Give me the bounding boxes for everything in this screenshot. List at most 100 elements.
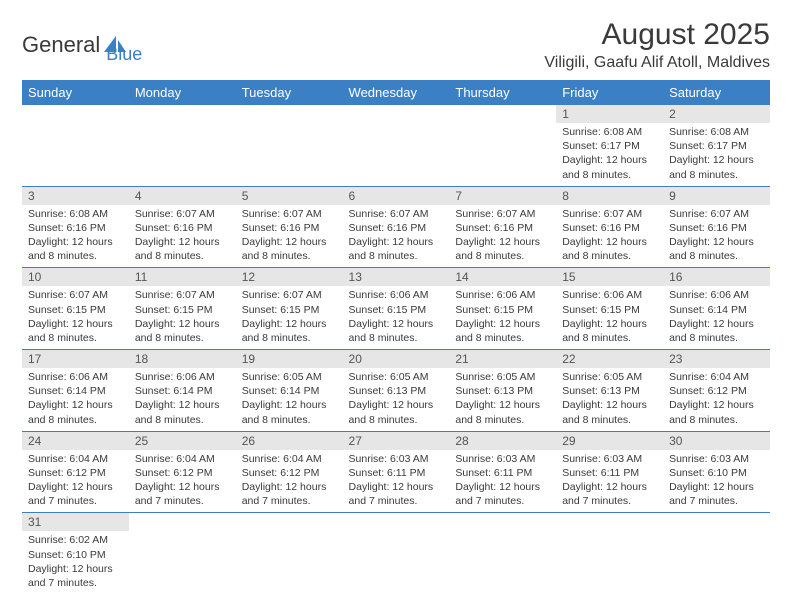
- title-block: August 2025 Viligili, Gaafu Alif Atoll, …: [544, 18, 770, 72]
- calendar-cell: 27Sunrise: 6:03 AMSunset: 6:11 PMDayligh…: [343, 431, 450, 513]
- day-number: 4: [129, 187, 236, 205]
- day-number: 21: [449, 350, 556, 368]
- calendar-cell: [556, 513, 663, 594]
- day-content: Sunrise: 6:05 AMSunset: 6:13 PMDaylight:…: [343, 368, 450, 431]
- day-number: 16: [663, 268, 770, 286]
- day-content: Sunrise: 6:08 AMSunset: 6:16 PMDaylight:…: [22, 205, 129, 268]
- day-content: Sunrise: 6:08 AMSunset: 6:17 PMDaylight:…: [663, 123, 770, 186]
- day-content: Sunrise: 6:07 AMSunset: 6:16 PMDaylight:…: [236, 205, 343, 268]
- day-number: 3: [22, 187, 129, 205]
- day-content: Sunrise: 6:07 AMSunset: 6:16 PMDaylight:…: [556, 205, 663, 268]
- calendar-cell: 8Sunrise: 6:07 AMSunset: 6:16 PMDaylight…: [556, 186, 663, 268]
- logo-text-blue: Blue: [106, 44, 142, 65]
- calendar-cell: [343, 513, 450, 594]
- calendar-cell: [663, 513, 770, 594]
- day-content: Sunrise: 6:06 AMSunset: 6:14 PMDaylight:…: [22, 368, 129, 431]
- day-number: 22: [556, 350, 663, 368]
- calendar-row: 31Sunrise: 6:02 AMSunset: 6:10 PMDayligh…: [22, 513, 770, 594]
- weekday-header: Friday: [556, 80, 663, 105]
- day-number: 28: [449, 432, 556, 450]
- day-content: Sunrise: 6:05 AMSunset: 6:13 PMDaylight:…: [556, 368, 663, 431]
- day-content: Sunrise: 6:03 AMSunset: 6:11 PMDaylight:…: [343, 450, 450, 513]
- day-content: Sunrise: 6:06 AMSunset: 6:14 PMDaylight:…: [129, 368, 236, 431]
- calendar-cell: 29Sunrise: 6:03 AMSunset: 6:11 PMDayligh…: [556, 431, 663, 513]
- day-content: Sunrise: 6:04 AMSunset: 6:12 PMDaylight:…: [663, 368, 770, 431]
- calendar-cell: [22, 105, 129, 186]
- calendar-cell: 16Sunrise: 6:06 AMSunset: 6:14 PMDayligh…: [663, 268, 770, 350]
- day-number: 7: [449, 187, 556, 205]
- calendar-cell: [236, 105, 343, 186]
- calendar-cell: 20Sunrise: 6:05 AMSunset: 6:13 PMDayligh…: [343, 350, 450, 432]
- day-number: 5: [236, 187, 343, 205]
- calendar-cell: 11Sunrise: 6:07 AMSunset: 6:15 PMDayligh…: [129, 268, 236, 350]
- weekday-header: Wednesday: [343, 80, 450, 105]
- calendar-cell: 13Sunrise: 6:06 AMSunset: 6:15 PMDayligh…: [343, 268, 450, 350]
- calendar-row: 1Sunrise: 6:08 AMSunset: 6:17 PMDaylight…: [22, 105, 770, 186]
- day-number: 14: [449, 268, 556, 286]
- day-content: Sunrise: 6:05 AMSunset: 6:13 PMDaylight:…: [449, 368, 556, 431]
- weekday-header-row: SundayMondayTuesdayWednesdayThursdayFrid…: [22, 80, 770, 105]
- day-content: Sunrise: 6:04 AMSunset: 6:12 PMDaylight:…: [236, 450, 343, 513]
- weekday-header: Tuesday: [236, 80, 343, 105]
- calendar-cell: [129, 513, 236, 594]
- calendar-cell: 14Sunrise: 6:06 AMSunset: 6:15 PMDayligh…: [449, 268, 556, 350]
- weekday-header: Thursday: [449, 80, 556, 105]
- day-number: 23: [663, 350, 770, 368]
- calendar-cell: 6Sunrise: 6:07 AMSunset: 6:16 PMDaylight…: [343, 186, 450, 268]
- day-number: 30: [663, 432, 770, 450]
- calendar-cell: [449, 513, 556, 594]
- calendar-cell: 28Sunrise: 6:03 AMSunset: 6:11 PMDayligh…: [449, 431, 556, 513]
- calendar-cell: 5Sunrise: 6:07 AMSunset: 6:16 PMDaylight…: [236, 186, 343, 268]
- day-number: 20: [343, 350, 450, 368]
- day-number: 24: [22, 432, 129, 450]
- calendar-row: 3Sunrise: 6:08 AMSunset: 6:16 PMDaylight…: [22, 186, 770, 268]
- day-number: 19: [236, 350, 343, 368]
- day-content: Sunrise: 6:07 AMSunset: 6:15 PMDaylight:…: [22, 286, 129, 349]
- calendar-cell: [236, 513, 343, 594]
- day-content: Sunrise: 6:03 AMSunset: 6:10 PMDaylight:…: [663, 450, 770, 513]
- day-number: 25: [129, 432, 236, 450]
- location: Viligili, Gaafu Alif Atoll, Maldives: [544, 54, 770, 72]
- weekday-header: Sunday: [22, 80, 129, 105]
- calendar-cell: [449, 105, 556, 186]
- calendar-cell: 18Sunrise: 6:06 AMSunset: 6:14 PMDayligh…: [129, 350, 236, 432]
- day-content: Sunrise: 6:06 AMSunset: 6:15 PMDaylight:…: [556, 286, 663, 349]
- day-number: 15: [556, 268, 663, 286]
- calendar-cell: 22Sunrise: 6:05 AMSunset: 6:13 PMDayligh…: [556, 350, 663, 432]
- calendar-cell: 9Sunrise: 6:07 AMSunset: 6:16 PMDaylight…: [663, 186, 770, 268]
- logo: General Blue: [22, 24, 142, 65]
- day-number: 9: [663, 187, 770, 205]
- calendar-cell: 2Sunrise: 6:08 AMSunset: 6:17 PMDaylight…: [663, 105, 770, 186]
- calendar-cell: 3Sunrise: 6:08 AMSunset: 6:16 PMDaylight…: [22, 186, 129, 268]
- calendar-table: SundayMondayTuesdayWednesdayThursdayFrid…: [22, 80, 770, 594]
- calendar-cell: 12Sunrise: 6:07 AMSunset: 6:15 PMDayligh…: [236, 268, 343, 350]
- calendar-cell: 7Sunrise: 6:07 AMSunset: 6:16 PMDaylight…: [449, 186, 556, 268]
- weekday-header: Saturday: [663, 80, 770, 105]
- day-number: 13: [343, 268, 450, 286]
- day-content: Sunrise: 6:06 AMSunset: 6:15 PMDaylight:…: [449, 286, 556, 349]
- day-number: 10: [22, 268, 129, 286]
- day-number: 26: [236, 432, 343, 450]
- day-content: Sunrise: 6:07 AMSunset: 6:15 PMDaylight:…: [236, 286, 343, 349]
- day-content: Sunrise: 6:04 AMSunset: 6:12 PMDaylight:…: [22, 450, 129, 513]
- calendar-cell: 10Sunrise: 6:07 AMSunset: 6:15 PMDayligh…: [22, 268, 129, 350]
- calendar-cell: 17Sunrise: 6:06 AMSunset: 6:14 PMDayligh…: [22, 350, 129, 432]
- calendar-cell: 4Sunrise: 6:07 AMSunset: 6:16 PMDaylight…: [129, 186, 236, 268]
- calendar-cell: 25Sunrise: 6:04 AMSunset: 6:12 PMDayligh…: [129, 431, 236, 513]
- day-content: Sunrise: 6:02 AMSunset: 6:10 PMDaylight:…: [22, 531, 129, 594]
- calendar-row: 10Sunrise: 6:07 AMSunset: 6:15 PMDayligh…: [22, 268, 770, 350]
- calendar-cell: 30Sunrise: 6:03 AMSunset: 6:10 PMDayligh…: [663, 431, 770, 513]
- calendar-row: 24Sunrise: 6:04 AMSunset: 6:12 PMDayligh…: [22, 431, 770, 513]
- calendar-cell: 1Sunrise: 6:08 AMSunset: 6:17 PMDaylight…: [556, 105, 663, 186]
- day-number: 6: [343, 187, 450, 205]
- day-number: 18: [129, 350, 236, 368]
- day-content: Sunrise: 6:03 AMSunset: 6:11 PMDaylight:…: [556, 450, 663, 513]
- calendar-cell: 15Sunrise: 6:06 AMSunset: 6:15 PMDayligh…: [556, 268, 663, 350]
- calendar-cell: [343, 105, 450, 186]
- day-content: Sunrise: 6:05 AMSunset: 6:14 PMDaylight:…: [236, 368, 343, 431]
- calendar-cell: 23Sunrise: 6:04 AMSunset: 6:12 PMDayligh…: [663, 350, 770, 432]
- day-content: Sunrise: 6:07 AMSunset: 6:16 PMDaylight:…: [129, 205, 236, 268]
- day-number: 11: [129, 268, 236, 286]
- calendar-cell: [129, 105, 236, 186]
- day-number: 12: [236, 268, 343, 286]
